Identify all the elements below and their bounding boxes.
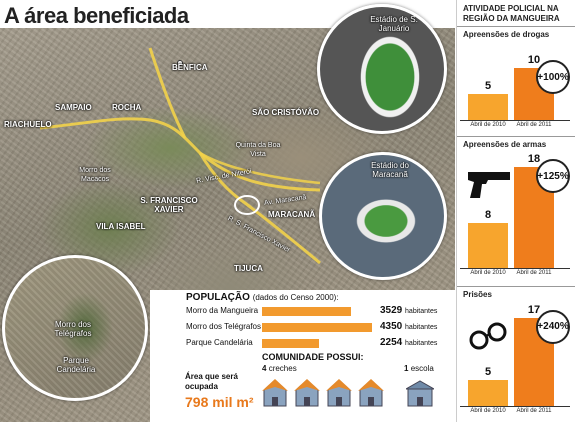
population-row-name: Morro dos Telégrafos bbox=[186, 322, 261, 331]
population-row-value: 4350 habitantes bbox=[380, 321, 437, 332]
escola-label: escola bbox=[410, 364, 434, 373]
population-count: 4350 bbox=[380, 321, 403, 332]
circle-label-sj: Estádio de S. Januário bbox=[370, 15, 418, 33]
map-label-sao-cristovao: SÃO CRISTÓVÃO bbox=[252, 108, 320, 117]
map-label-sao-francisco: S. FRANCISCO XAVIER bbox=[140, 196, 198, 214]
population-count: 2254 bbox=[380, 337, 403, 348]
value-2010: 5 bbox=[484, 80, 492, 92]
stadium-sao-januario-photo: Estádio de S. Januário bbox=[317, 4, 447, 134]
chart-baseline bbox=[460, 268, 570, 269]
gun-icon bbox=[468, 172, 510, 198]
circle-label-telegrafos: Morro dos Telégrafos bbox=[54, 320, 92, 338]
panel-divider bbox=[457, 136, 575, 137]
x-label-2011: Abril de 2011 bbox=[516, 122, 552, 128]
stadium-maracana-photo: Estádio do Maracanã bbox=[319, 152, 447, 280]
value-2010: 5 bbox=[484, 366, 492, 378]
creches-count-label: 4 creches bbox=[262, 364, 297, 373]
population-bar bbox=[262, 307, 351, 316]
area-value: 798 mil m² bbox=[185, 394, 254, 410]
area-label: Área que será ocupada bbox=[185, 372, 238, 391]
population-bar bbox=[262, 339, 319, 348]
map-label-riachuelo: RIACHUELO bbox=[4, 120, 52, 129]
escola-icon bbox=[406, 380, 434, 407]
bar-2010 bbox=[468, 94, 508, 120]
bar-2010 bbox=[468, 223, 508, 268]
creche-icon bbox=[294, 379, 320, 407]
change-badge: +240% bbox=[536, 309, 570, 344]
section-title-prisons: Prisões bbox=[463, 290, 492, 299]
escola-count: 1 bbox=[404, 364, 409, 373]
population-unit: habitantes bbox=[405, 308, 438, 315]
population-bar bbox=[262, 323, 372, 332]
escola-count-label: 1 escola bbox=[404, 364, 434, 373]
x-label-2010: Abril de 2010 bbox=[470, 270, 506, 276]
population-row-value: 3529 habitantes bbox=[380, 305, 437, 316]
value-2011: 17 bbox=[527, 303, 541, 316]
morro-telegrafos-photo: Morro dos Telégrafos Parque Candelária bbox=[2, 255, 148, 401]
creche-icon bbox=[358, 379, 384, 407]
population-heading: POPULAÇÃO bbox=[186, 292, 250, 303]
circle-label-maracana: Estádio do Maracanã bbox=[371, 161, 409, 179]
population-row-name: Parque Candelária bbox=[186, 338, 253, 347]
x-label-2010: Abril de 2010 bbox=[470, 408, 506, 414]
x-label-2011: Abril de 2011 bbox=[516, 270, 552, 276]
creches-count: 4 bbox=[262, 364, 267, 373]
creche-icon bbox=[262, 379, 288, 407]
map-label-morro-macacos: Morro dos Macacos bbox=[79, 167, 111, 183]
map-label-rocha: ROCHA bbox=[112, 103, 142, 112]
section-title-drugs: Apreensões de drogas bbox=[463, 30, 550, 39]
value-2011: 18 bbox=[527, 153, 541, 166]
handcuffs-icon bbox=[469, 322, 507, 350]
chart-baseline bbox=[460, 406, 570, 407]
population-row-name: Morro da Mangueira bbox=[186, 306, 259, 315]
value-2011: 10 bbox=[527, 54, 541, 66]
x-label-2011: Abril de 2011 bbox=[516, 408, 552, 414]
map-label-benfica: BENFICA bbox=[172, 63, 208, 72]
panel-divider bbox=[457, 26, 575, 27]
population-unit: habitantes bbox=[405, 324, 438, 331]
x-label-2010: Abril de 2010 bbox=[470, 122, 506, 128]
community-title: COMUNIDADE POSSUI: bbox=[262, 352, 364, 362]
population-row-value: 2254 habitantes bbox=[380, 337, 437, 348]
panel-title: ATIVIDADE POLICIAL NA REGIÃO DA MANGUEIR… bbox=[463, 4, 560, 23]
map-label-vila-isabel: VILA ISABEL bbox=[96, 222, 146, 231]
creches-label: creches bbox=[268, 364, 297, 373]
map-label-tijuca: TIJUCA bbox=[234, 264, 263, 273]
population-source: (dados do Censo 2000): bbox=[252, 293, 339, 302]
creche-icon bbox=[326, 379, 352, 407]
change-badge: +125% bbox=[536, 159, 570, 194]
panel-divider bbox=[457, 286, 575, 287]
map-marker bbox=[177, 60, 183, 66]
value-2010: 8 bbox=[484, 209, 492, 222]
population-count: 3529 bbox=[380, 305, 403, 316]
road-overlay bbox=[39, 47, 321, 265]
bar-2010 bbox=[468, 380, 508, 406]
map-label-sampaio: SAMPAIO bbox=[55, 103, 92, 112]
population-unit: habitantes bbox=[405, 340, 438, 347]
population-title: POPULAÇÃO (dados do Censo 2000): bbox=[186, 292, 339, 303]
page-title: A área beneficiada bbox=[4, 3, 189, 28]
map-label-quinta: Quinta da Boa Vista bbox=[235, 142, 281, 158]
change-badge: +100% bbox=[536, 60, 570, 94]
area-box: Área que será ocupada 798 mil m² bbox=[185, 372, 253, 410]
chart-baseline bbox=[460, 120, 570, 121]
map-label-maracana: MARACANÃ bbox=[268, 210, 316, 219]
section-title-arms: Apreensões de armas bbox=[463, 140, 547, 149]
circle-label-candelaria: Parque Candelária bbox=[56, 356, 96, 374]
